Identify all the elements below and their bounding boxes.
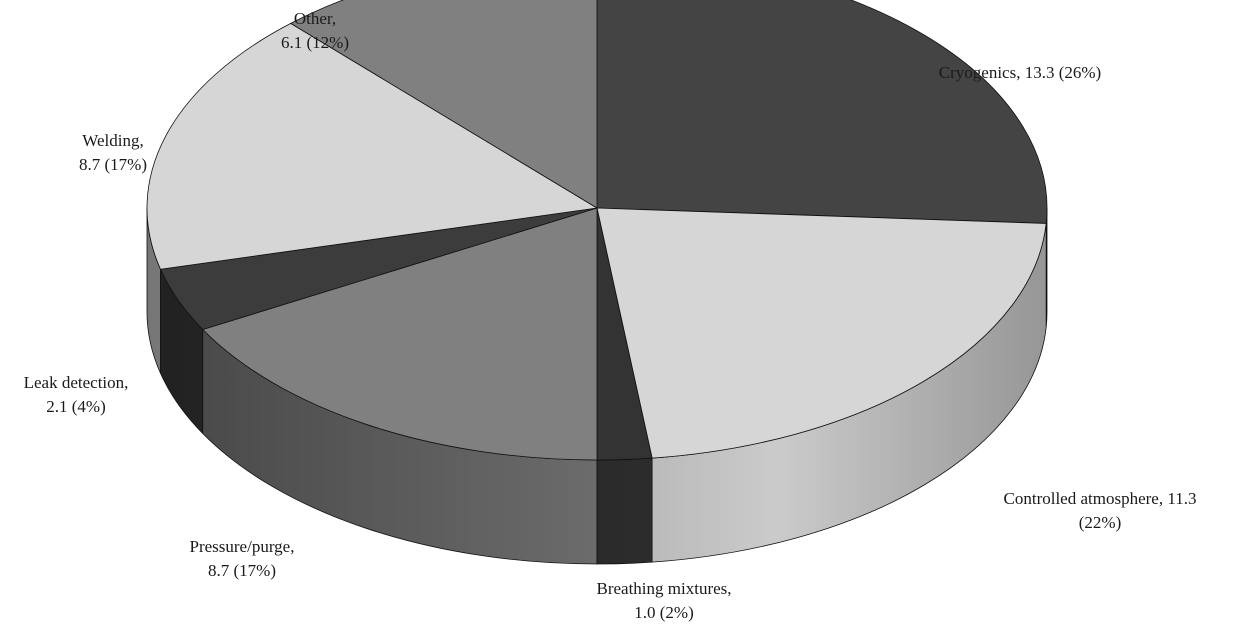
pie-labels: Cryogenics, 13.3 (26%) Controlled atmosph… — [24, 9, 1197, 622]
pie-slice-pressure-purge — [202, 207, 598, 461]
slice-label-leak-detection: Leak detection, 2.1 (4%) — [24, 373, 129, 416]
slice-label-controlled-atmosphere: Controlled atmosphere, 11.3 (22%) — [1004, 489, 1197, 532]
pie-tops — [146, 0, 1048, 461]
pie-slice-welding — [146, 22, 598, 270]
pie-slice-other — [290, 0, 598, 209]
slice-label-cryogenics: Cryogenics, 13.3 (26%) — [939, 63, 1101, 82]
pie-sides — [146, 207, 1048, 565]
slice-label-breathing-mixtures: Breathing mixtures, 1.0 (2%) — [596, 579, 731, 622]
pie-slice-controlled-atmosphere — [596, 207, 1047, 459]
pie-slice-cryogenics — [596, 0, 1048, 224]
slice-label-pressure-purge: Pressure/purge, 8.7 (17%) — [190, 537, 295, 580]
slice-label-welding: Welding, 8.7 (17%) — [79, 131, 147, 174]
pie-side-breathing-mixtures — [596, 457, 653, 565]
slice-label-other: Other, 6.1 (12%) — [281, 9, 349, 52]
